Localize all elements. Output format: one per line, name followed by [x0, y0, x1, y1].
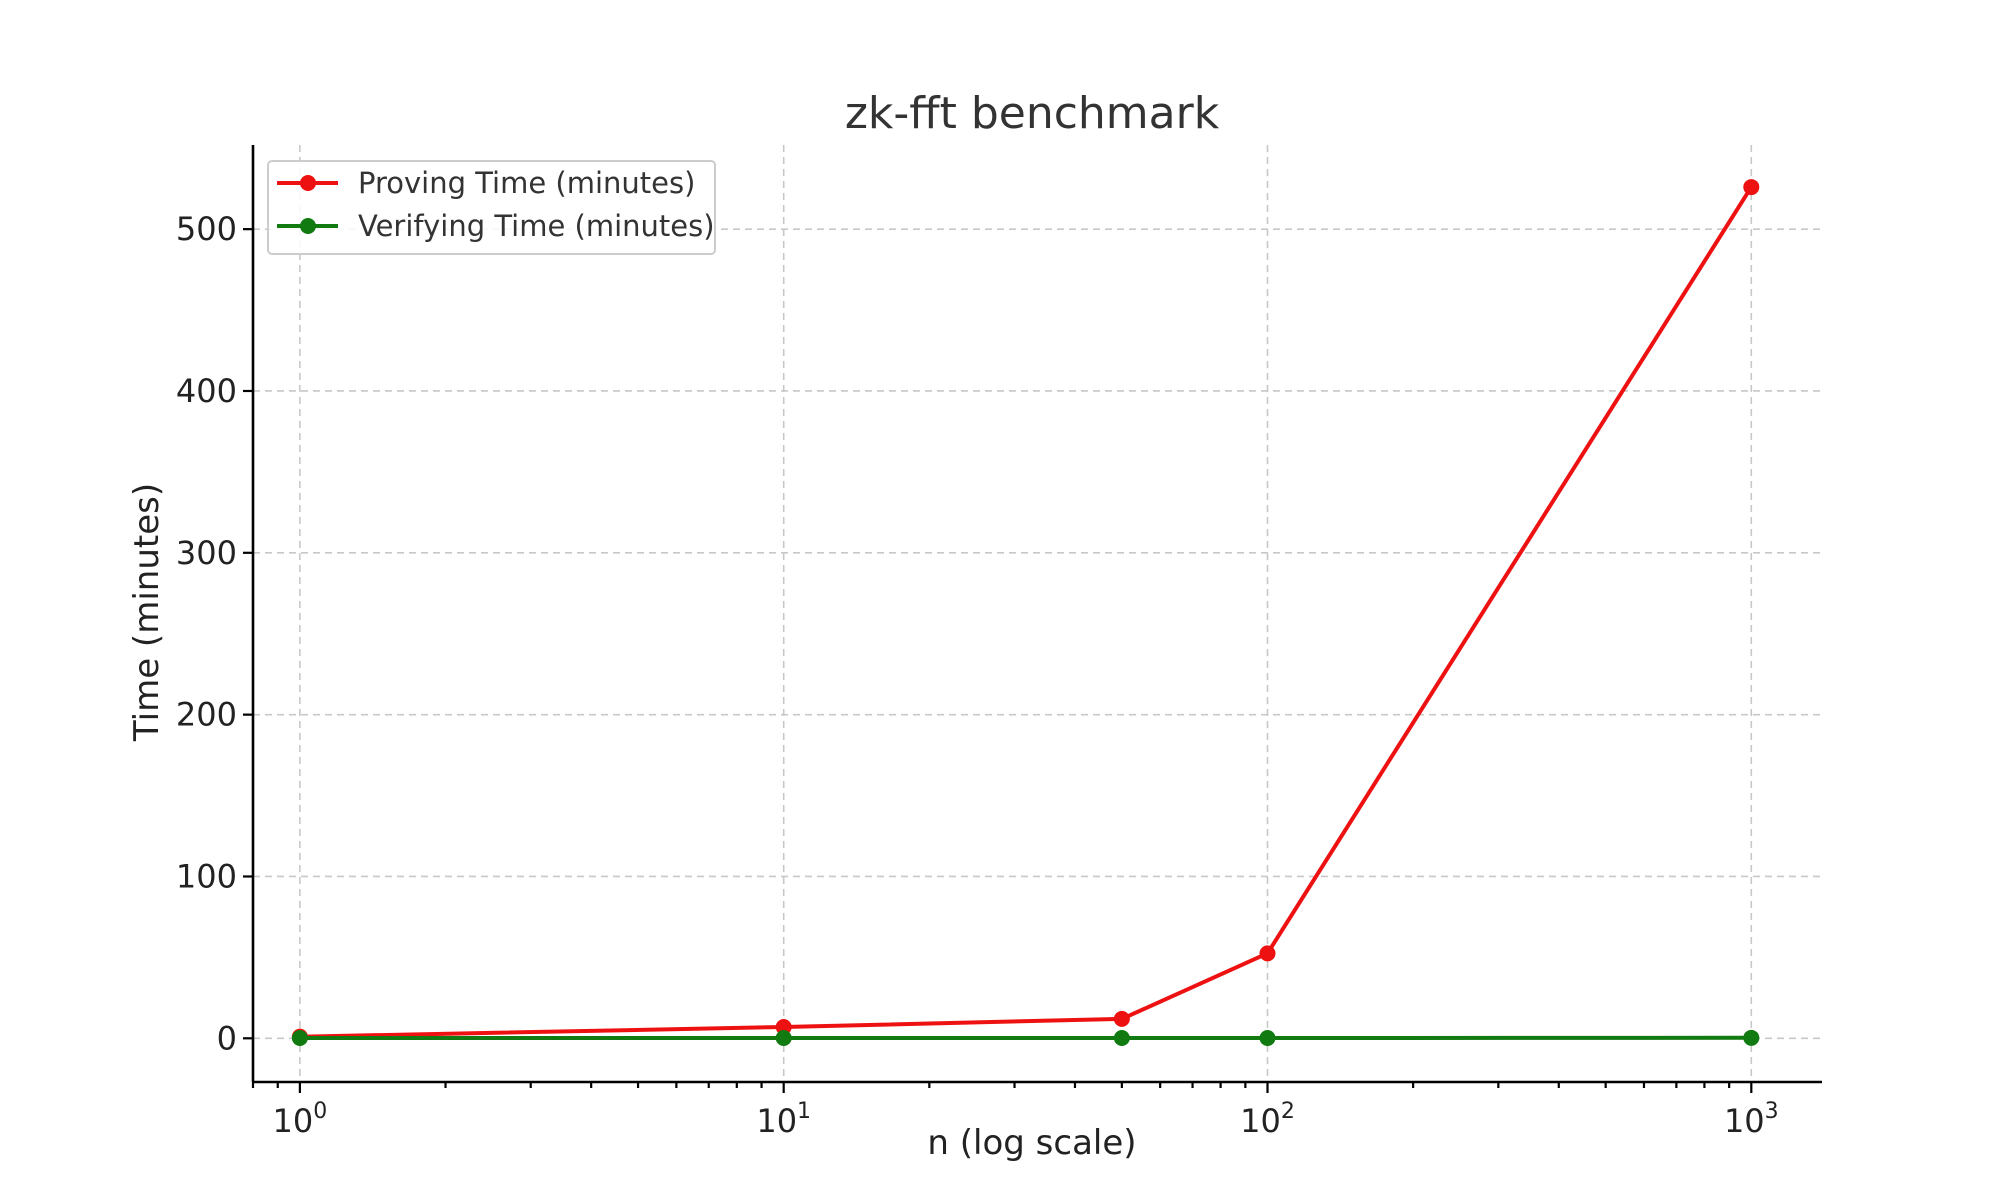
series-1-point — [1259, 945, 1275, 961]
legend-marker-1 — [300, 175, 316, 191]
y-tick-label: 300 — [176, 534, 237, 572]
y-tick-label: 400 — [176, 372, 237, 410]
chart-title: zk-fft benchmark — [845, 88, 1220, 139]
legend-label-2: Verifying Time (minutes) — [358, 209, 715, 243]
x-tick-label: 100 — [273, 1099, 328, 1140]
legend-label-1: Proving Time (minutes) — [358, 166, 695, 200]
legend-marker-2 — [300, 218, 316, 234]
series-2-point — [1743, 1030, 1759, 1046]
series-2-point — [776, 1030, 792, 1046]
y-tick-label: 500 — [176, 210, 237, 248]
grid-layer — [253, 145, 1822, 1082]
series-1-point — [1114, 1011, 1130, 1027]
x-tick-label: 102 — [1240, 1099, 1295, 1140]
y-tick-label: 100 — [176, 857, 237, 895]
y-tick-label: 0 — [217, 1019, 237, 1057]
x-tick-label: 103 — [1724, 1099, 1779, 1140]
legend: Proving Time (minutes) Verifying Time (mi… — [268, 161, 715, 254]
x-tick-label: 101 — [756, 1099, 811, 1140]
series-layer — [292, 179, 1759, 1046]
x-axis-label: n (log scale) — [927, 1123, 1136, 1163]
series-2-point — [1114, 1030, 1130, 1046]
series-2-point — [1259, 1030, 1275, 1046]
series-line-1 — [300, 187, 1751, 1037]
axes-layer: 0 100 200 300 400 500 100 101 102 103 — [176, 145, 1822, 1140]
y-tick-label: 200 — [176, 696, 237, 734]
series-1-point — [1743, 179, 1759, 195]
y-axis-label: Time (minutes) — [127, 483, 167, 742]
series-2-point — [292, 1030, 308, 1046]
